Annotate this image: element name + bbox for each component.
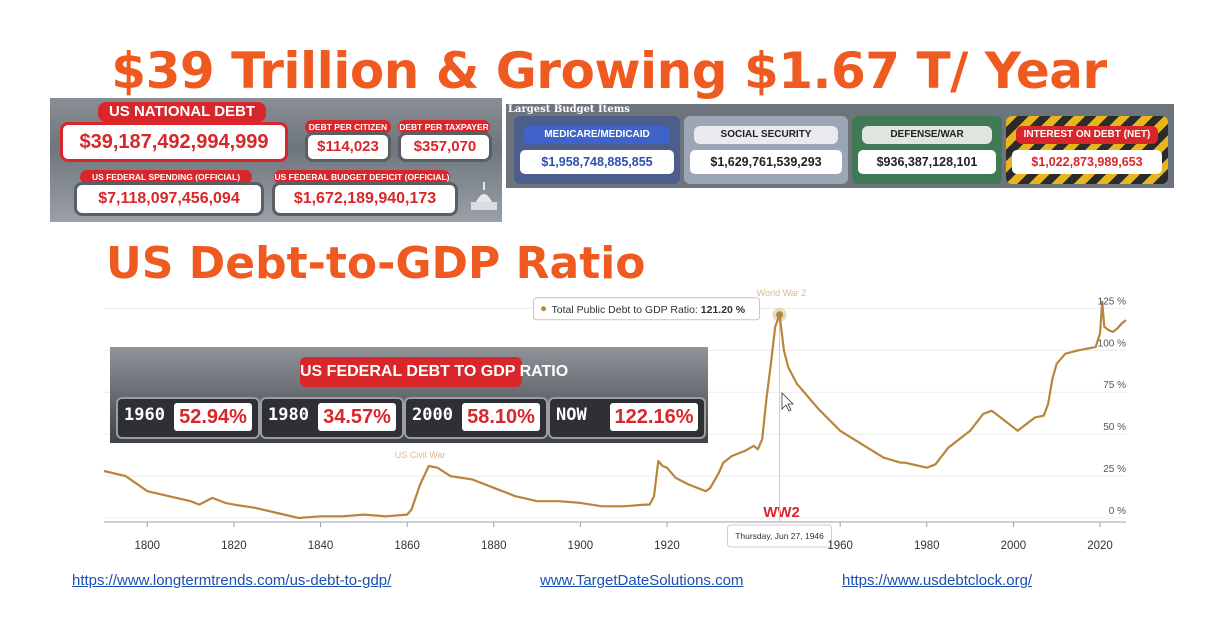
ratio-year-label: NOW xyxy=(556,405,587,425)
capitol-icon xyxy=(471,182,497,210)
tooltip-series-dot xyxy=(541,306,547,312)
interest-label: INTEREST ON DEBT (NET) xyxy=(1016,126,1158,144)
x-tick-label: 1900 xyxy=(568,540,594,552)
social-security-label: SOCIAL SECURITY xyxy=(694,126,838,144)
x-tick-label: 1920 xyxy=(654,540,680,552)
chart-annotations: World War 2 US Civil War Total Public Debt… xyxy=(395,288,833,548)
national-debt-label: US NATIONAL DEBT xyxy=(98,102,266,122)
ratio-cell-now: NOW 122.16% xyxy=(548,397,706,439)
x-tick-label: 2000 xyxy=(1001,540,1027,552)
interest-cell: INTEREST ON DEBT (NET) $1,022,873,989,65… xyxy=(1006,116,1168,184)
y-tick-label: 125 % xyxy=(1098,296,1126,307)
ratio-year-label: 2000 xyxy=(412,405,453,425)
link-usdebtclock[interactable]: https://www.usdebtclock.org/ xyxy=(842,572,1033,589)
defense-cell: DEFENSE/WAR $936,387,128,101 xyxy=(852,116,1002,184)
deficit-value: $1,672,189,940,173 xyxy=(272,182,458,216)
defense-value: $936,387,128,101 xyxy=(858,150,996,174)
interest-value: $1,022,873,989,653 xyxy=(1012,150,1162,174)
tooltip-box xyxy=(533,297,761,321)
x-tick-label: 1860 xyxy=(394,540,420,552)
ratio-value: 122.16% xyxy=(610,403,698,431)
y-tick-label: 25 % xyxy=(1103,464,1126,475)
mouse-cursor-icon xyxy=(781,392,794,412)
ratio-year-label: 1960 xyxy=(124,405,165,425)
series-line-debt-to-gdp xyxy=(103,300,1127,520)
ratio-cell-2000: 2000 58.10% xyxy=(404,397,548,439)
social-security-value: $1,629,761,539,293 xyxy=(690,150,842,174)
deficit-label: US FEDERAL BUDGET DEFICIT (OFFICIAL) xyxy=(274,170,450,184)
x-tick-label: 1800 xyxy=(135,540,161,552)
ratio-panel: US FEDERAL DEBT TO GDP RATIO 1960 52.94%… xyxy=(110,347,708,443)
ratio-year-label: 1980 xyxy=(268,405,309,425)
medicare-label: MEDICARE/MEDICAID xyxy=(524,126,670,144)
subheadline: US Debt-to-GDP Ratio xyxy=(106,238,646,289)
annotation-world-war-2: World War 2 xyxy=(757,288,807,298)
ratio-value: 34.57% xyxy=(318,403,396,431)
per-taxpayer-value: $357,070 xyxy=(398,132,492,162)
link-targetdatesolutions[interactable]: www.TargetDateSolutions.com xyxy=(540,572,744,589)
headline: $39 Trillion & Growing $1.67 T/ Year xyxy=(111,42,1107,100)
date-label: Thursday, Jun 27, 1946 xyxy=(735,531,824,541)
per-citizen-label: DEBT PER CITIZEN xyxy=(305,120,391,134)
date-box xyxy=(727,524,833,548)
ratio-cell-1960: 1960 52.94% xyxy=(116,397,260,439)
per-citizen-value: $114,023 xyxy=(305,132,391,162)
tooltip-text: Total Public Debt to GDP Ratio: 121.20 % xyxy=(552,304,746,316)
budget-items-panel: Largest Budget Items MEDICARE/MEDICAID $… xyxy=(506,104,1174,188)
x-tick-label: 2020 xyxy=(1087,540,1113,552)
ratio-value: 58.10% xyxy=(462,403,540,431)
social-security-cell: SOCIAL SECURITY $1,629,761,539,293 xyxy=(684,116,848,184)
y-tick-label: 0 % xyxy=(1109,506,1126,517)
per-taxpayer-label: DEBT PER TAXPAYER xyxy=(398,120,490,134)
ratio-panel-title: US FEDERAL DEBT TO GDP RATIO xyxy=(300,357,568,387)
link-longtermtrends[interactable]: https://www.longtermtrends.com/us-debt-t… xyxy=(72,572,392,589)
x-tick-label: 1840 xyxy=(308,540,334,552)
y-axis-ticks: 0 % 25 % 50 % 75 % 100 % 125 % xyxy=(1098,296,1126,517)
ratio-cell-1980: 1980 34.57% xyxy=(260,397,404,439)
spending-label: US FEDERAL SPENDING (OFFICIAL) xyxy=(80,170,252,184)
x-tick-label: 1820 xyxy=(221,540,247,552)
ratio-value: 52.94% xyxy=(174,403,252,431)
medicare-value: $1,958,748,885,855 xyxy=(520,150,674,174)
defense-label: DEFENSE/WAR xyxy=(862,126,992,144)
medicare-cell: MEDICARE/MEDICAID $1,958,748,885,855 xyxy=(514,116,680,184)
y-tick-label: 100 % xyxy=(1098,338,1126,349)
x-tick-label: 1960 xyxy=(827,540,853,552)
debt-clock-panel: US NATIONAL DEBT $39,187,492,994,999 DEB… xyxy=(50,98,502,222)
spending-value: $7,118,097,456,094 xyxy=(74,182,264,216)
y-tick-label: 75 % xyxy=(1103,380,1126,391)
national-debt-value: $39,187,492,994,999 xyxy=(60,122,288,162)
x-tick-label: 1980 xyxy=(914,540,940,552)
y-tick-label: 50 % xyxy=(1103,422,1126,433)
x-tick-label: 1880 xyxy=(481,540,507,552)
budget-heading: Largest Budget Items xyxy=(508,104,630,115)
annotation-ww2: WW2 xyxy=(763,504,800,521)
annotation-civil-war: US Civil War xyxy=(395,450,446,460)
x-axis-ticks: 1800 1820 1840 1860 1880 1900 1920 1960 1980 2000… xyxy=(135,522,1113,552)
